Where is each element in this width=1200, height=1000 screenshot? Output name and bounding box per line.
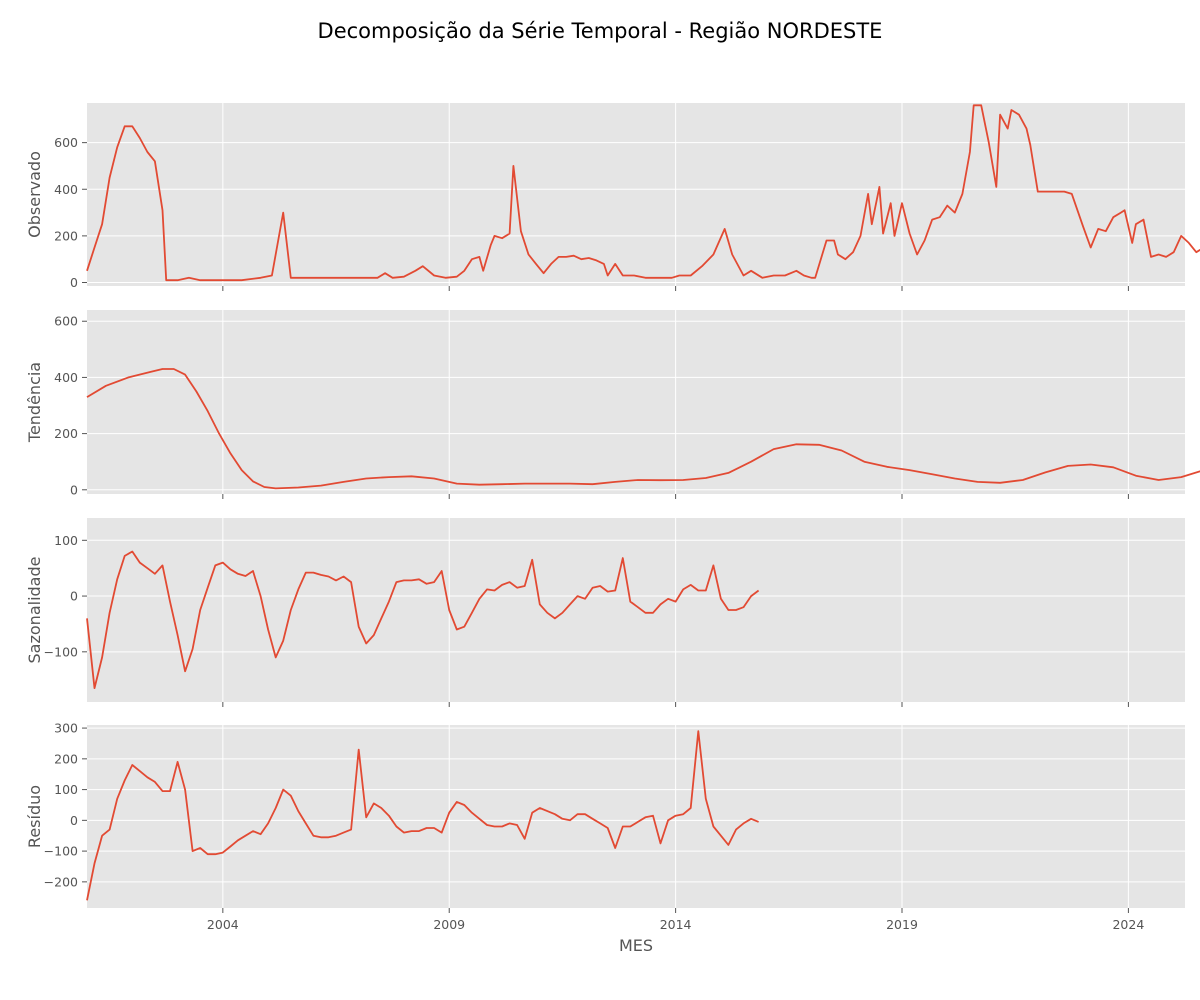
figure-title: Decomposição da Série Temporal - Região …: [318, 19, 883, 43]
y-tick-label: 0: [70, 275, 78, 290]
y-axis-label: Observado: [25, 151, 44, 238]
y-tick-label: 200: [54, 426, 78, 441]
series-line-sazonalidade: [86, 550, 760, 689]
y-tick-label: 0: [70, 589, 78, 604]
y-tick-label: 0: [70, 813, 78, 828]
y-tick-label: 400: [54, 370, 78, 385]
y-tick-label: 100: [54, 782, 78, 797]
panel-tendencia: 0 200 400 600 Tendência: [25, 310, 1200, 499]
y-axis-label: Sazonalidade: [25, 557, 44, 664]
y-tick-label: 0: [70, 482, 78, 497]
y-axis-label: Tendência: [25, 362, 44, 443]
y-tick-label: 600: [54, 314, 78, 329]
y-tick-label: 200: [54, 751, 78, 766]
x-tick-label: 2024: [1112, 917, 1144, 932]
series-line-observado: [86, 104, 1200, 282]
y-tick-label: 100: [54, 533, 78, 548]
series-line-tendencia: [86, 368, 1200, 490]
panel-background: [87, 725, 1185, 908]
panel-background: [87, 310, 1185, 494]
y-tick-label: −100: [44, 844, 78, 859]
series-line-residuo: [86, 730, 759, 901]
x-tick-label: 2009: [433, 917, 465, 932]
y-tick-label: −100: [44, 644, 78, 659]
y-axis-label: Resíduo: [25, 785, 44, 848]
y-tick-label: 300: [54, 721, 78, 736]
panel-residuo: 2004 2009 2014 2019 2024 −200 −100 0 100 200 300 Re…: [25, 721, 1185, 932]
x-tick-label: 2004: [207, 917, 239, 932]
panel-background: [87, 103, 1185, 286]
y-tick-label: −200: [44, 874, 78, 889]
y-tick-label: 200: [54, 228, 78, 243]
y-tick-label: 600: [54, 135, 78, 150]
panel-observado: 0 200 400 600 Observado: [25, 103, 1200, 291]
panel-background: [87, 518, 1185, 702]
panel-sazonalidade: −100 0 100 Sazonalidade: [25, 518, 1185, 707]
x-axis-label: MES: [619, 936, 653, 955]
x-tick-label: 2014: [660, 917, 692, 932]
panels-container: 0200400600Observado0200400600Tendência−1…: [25, 103, 1200, 932]
y-tick-label: 400: [54, 182, 78, 197]
x-tick-label: 2019: [886, 917, 918, 932]
